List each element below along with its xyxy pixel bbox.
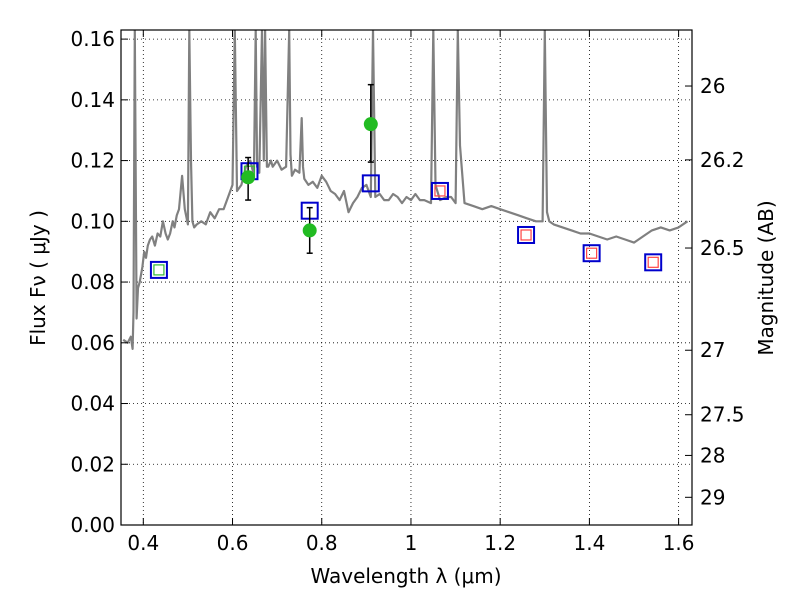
- model-photometry-square: [430, 181, 449, 200]
- model-photometry-square: [582, 244, 601, 263]
- x-tick-label: 0.6: [217, 531, 249, 555]
- spectrum-line: [122, 30, 689, 350]
- x-tick-label: 0.4: [127, 531, 159, 555]
- axis-labels: Wavelength λ (μm) Flux Fν ( μJy ) Magnit…: [26, 200, 778, 588]
- y2-axis-label: Magnitude (AB): [754, 200, 778, 355]
- y2-tick-label: 29: [700, 485, 725, 509]
- plot-area: [122, 30, 689, 350]
- model-photometry-square: [644, 253, 663, 272]
- observed-point: [241, 170, 256, 185]
- y2-tick-label: 26.2: [700, 148, 745, 172]
- inner-marker-square: [647, 256, 659, 268]
- inner-marker-square: [520, 229, 532, 241]
- plot-frame: [120, 29, 693, 526]
- model-photometry-square: [149, 260, 168, 279]
- grid: [121, 30, 692, 525]
- y2-tick-label: 27: [700, 338, 725, 362]
- y-tick-label: 0.00: [70, 513, 115, 537]
- x-tick-label: 1.2: [484, 531, 516, 555]
- x-tick-label: 1.6: [663, 531, 695, 555]
- y2-tick-label: 26: [700, 74, 725, 98]
- observed-point: [302, 223, 317, 238]
- y2-tick-label: 26.5: [700, 236, 745, 260]
- y-tick-label: 0.12: [70, 149, 115, 173]
- x-axis-label: Wavelength λ (μm): [310, 564, 501, 588]
- y-tick-label: 0.10: [70, 209, 115, 233]
- y-tick-label: 0.02: [70, 452, 115, 476]
- observed-point: [363, 117, 378, 132]
- x-tick-label: 0.8: [306, 531, 338, 555]
- y-tick-label: 0.06: [70, 331, 115, 355]
- y-tick-label: 0.08: [70, 270, 115, 294]
- y-tick-label: 0.14: [70, 88, 115, 112]
- inner-marker-square: [434, 185, 446, 197]
- inner-marker-square: [586, 247, 598, 259]
- y-axis-label: Flux Fν ( μJy ): [26, 210, 50, 346]
- x-tick-label: 1: [405, 531, 418, 555]
- y2-tick-label: 27.5: [700, 403, 745, 427]
- y-tick-label: 0.04: [70, 392, 115, 416]
- y-tick-label: 0.16: [70, 27, 115, 51]
- model-photometry-square: [517, 225, 536, 244]
- inner-marker-square: [153, 264, 165, 276]
- model-photometry-square: [361, 174, 380, 193]
- axis-ticks: 0.4 0.6 0.8 1 1.2 1.4 1.6 0.00 0.02 0.04 0.06 0.08 0…: [70, 27, 744, 555]
- x-tick-label: 1.4: [573, 531, 605, 555]
- y2-tick-label: 28: [700, 443, 725, 467]
